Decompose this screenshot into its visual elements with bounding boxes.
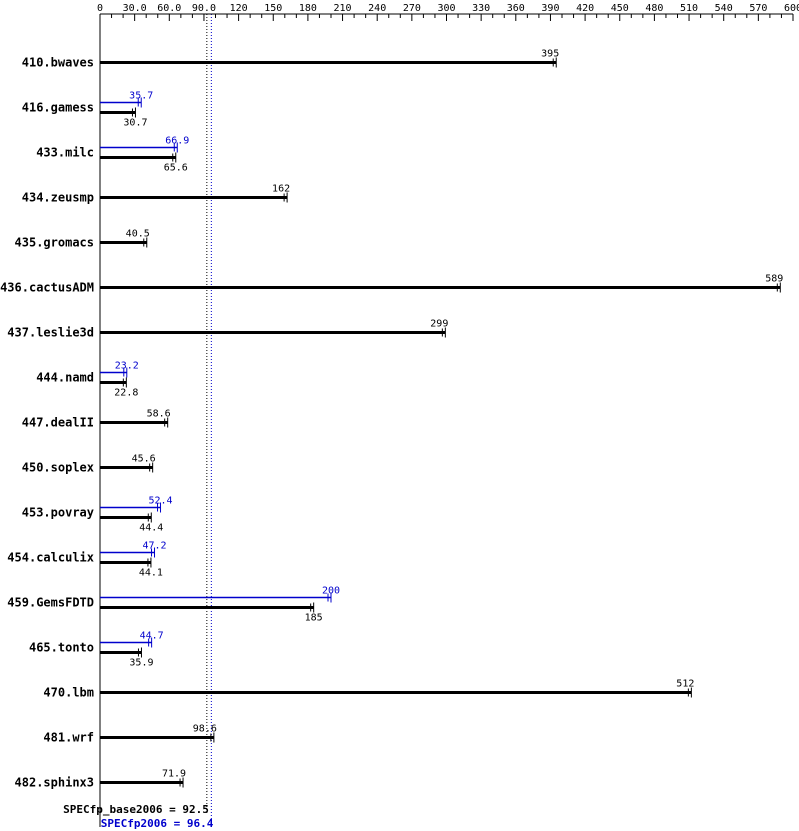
svg-text:120: 120 [230,3,248,14]
svg-text:570: 570 [749,3,767,14]
benchmark-label: 450.soplex [22,461,94,475]
svg-text:23.2: 23.2 [115,361,139,372]
svg-text:30.0: 30.0 [123,3,147,14]
benchmark-label: 416.gamess [22,101,94,115]
svg-text:65.6: 65.6 [164,163,188,174]
benchmark-label: 447.dealII [22,416,94,430]
svg-text:71.9: 71.9 [162,769,186,780]
benchmark-label: 410.bwaves [22,56,94,70]
svg-text:90.0: 90.0 [192,3,216,14]
summary-base-label: SPECfp_base2006 = 92.5 [63,803,209,816]
benchmark-label: 453.povray [22,506,94,520]
benchmark-label: 481.wrf [43,731,94,745]
svg-text:47.2: 47.2 [142,541,166,552]
benchmark-label: 470.lbm [43,686,94,700]
svg-text:58.6: 58.6 [147,409,171,420]
svg-text:44.4: 44.4 [139,523,163,534]
svg-text:240: 240 [368,3,386,14]
spec-benchmark-chart: 0 30.0 60.0 90.0 120 150 180 210 240 270 300 330 360… [0,0,799,831]
benchmark-label: 465.tonto [29,641,94,655]
benchmark-label: 436.cactusADM [0,281,94,295]
svg-text:35.7: 35.7 [129,91,153,102]
benchmark-label: 435.gromacs [15,236,94,250]
svg-text:30.7: 30.7 [123,118,147,129]
svg-text:162: 162 [272,184,290,195]
svg-text:480: 480 [645,3,663,14]
benchmark-label: 434.zeusmp [22,191,94,205]
svg-text:52.4: 52.4 [148,496,172,507]
svg-text:66.9: 66.9 [165,136,189,147]
benchmark-label: 459.GemsFDTD [7,596,94,610]
svg-text:22.8: 22.8 [114,388,138,399]
benchmark-label: 454.calculix [7,551,94,565]
svg-text:44.7: 44.7 [140,631,164,642]
svg-text:210: 210 [334,3,352,14]
svg-text:185: 185 [305,613,323,624]
svg-text:98.6: 98.6 [193,724,217,735]
svg-text:45.6: 45.6 [132,454,156,465]
benchmark-label: 482.sphinx3 [15,776,94,790]
svg-text:589: 589 [765,274,783,285]
svg-text:150: 150 [264,3,282,14]
svg-text:395: 395 [541,49,559,60]
svg-text:600: 600 [784,3,799,14]
svg-text:180: 180 [299,3,317,14]
svg-text:60.0: 60.0 [157,3,181,14]
svg-text:390: 390 [541,3,559,14]
svg-text:510: 510 [680,3,698,14]
svg-text:35.9: 35.9 [129,658,153,669]
svg-text:360: 360 [507,3,525,14]
svg-text:200: 200 [322,586,340,597]
svg-text:44.1: 44.1 [139,568,163,579]
svg-text:420: 420 [576,3,594,14]
svg-text:270: 270 [403,3,421,14]
svg-text:450: 450 [611,3,629,14]
svg-text:512: 512 [676,679,694,690]
svg-text:540: 540 [715,3,733,14]
svg-text:330: 330 [472,3,490,14]
svg-text:299: 299 [430,319,448,330]
svg-text:300: 300 [437,3,455,14]
benchmark-label: 437.leslie3d [7,326,94,340]
summary-peak-label: SPECfp2006 = 96.4 [101,817,214,830]
benchmark-label: 433.milc [36,146,94,160]
svg-text:0: 0 [97,3,103,14]
svg-text:40.5: 40.5 [126,229,150,240]
benchmark-label: 444.namd [36,371,94,385]
